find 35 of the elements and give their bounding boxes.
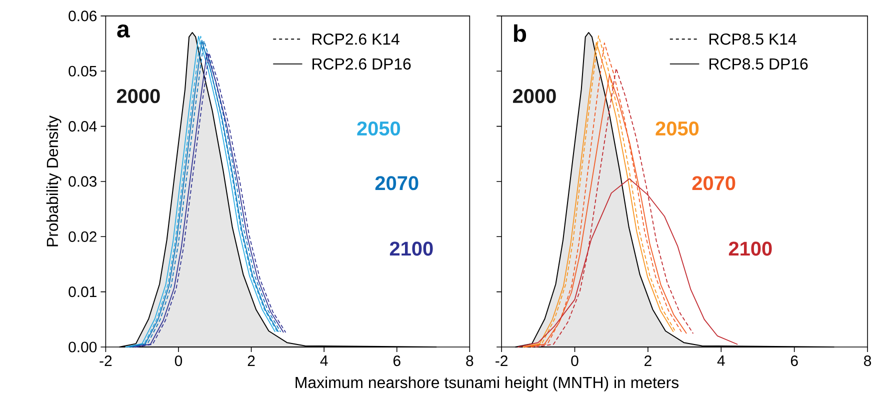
annotation: 2050	[357, 122, 400, 136]
annotation: RCP2.6 K14	[312, 34, 400, 45]
annotation: RCP2.6 DP16	[312, 58, 411, 70]
x-tick-label: 0	[174, 356, 182, 366]
annotation: RCP8.5 DP16	[710, 58, 808, 70]
annotation: 2000	[116, 89, 160, 104]
x-tick-label: 6	[393, 356, 400, 366]
x-tick-label: 2	[248, 356, 255, 366]
x-tick-label: 8	[864, 356, 872, 366]
annotation: 2000	[513, 89, 556, 104]
x-axis-title: Maximum nearshore tsunami height (MNTH) in meters	[296, 376, 679, 392]
y-tick-label: 0.05	[68, 66, 97, 77]
y-tick-label: 0.02	[68, 231, 96, 242]
chart-title: b	[514, 24, 526, 42]
x-tick-label: 0	[571, 356, 578, 366]
annotation: 2100	[390, 242, 433, 256]
y-tick-label: 0.03	[68, 176, 97, 187]
y-tick-label: 0.04	[68, 121, 97, 132]
x-tick-label: 2	[644, 356, 652, 366]
y-tick-label: 0.00	[68, 342, 97, 352]
x-tick-label: 4	[320, 356, 328, 366]
y-tick-label: 0.01	[68, 286, 96, 298]
annotation: 2100	[728, 242, 772, 256]
chart-title: a	[117, 24, 130, 38]
annotation: 2070	[375, 176, 418, 190]
x-tick-label: 4	[717, 356, 725, 366]
annotation: 2070	[692, 176, 736, 190]
annotation: 2050	[656, 122, 699, 136]
annotation: RCP8.5 K14	[710, 34, 796, 45]
x-tick-label: 8	[466, 356, 474, 366]
y-axis-title: Probability Density	[46, 116, 62, 246]
y-tick-label: 0.06	[68, 10, 97, 22]
x-tick-label: 6	[790, 356, 798, 366]
x-tick-label: -2	[100, 356, 112, 366]
x-tick-label: -2	[496, 356, 508, 366]
